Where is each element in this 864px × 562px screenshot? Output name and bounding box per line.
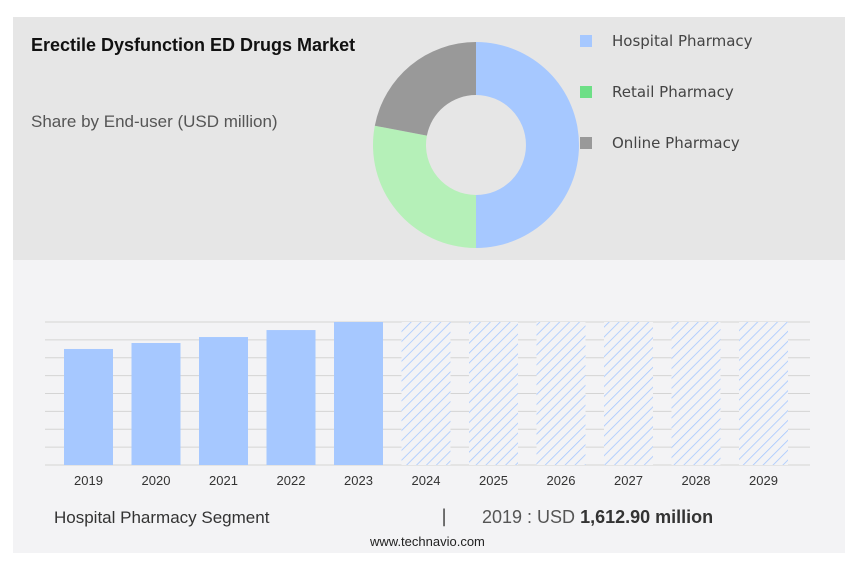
x-tick-label: 2028 xyxy=(682,473,711,488)
chart-title: Erectile Dysfunction ED Drugs Market xyxy=(31,35,356,55)
legend-swatch xyxy=(580,35,592,47)
bar-2023 xyxy=(334,322,383,465)
value-amount: 1,612.90 million xyxy=(580,507,714,527)
pie-slice-online-pharmacy xyxy=(374,42,476,136)
x-tick-label: 2027 xyxy=(614,473,643,488)
bar-forecast-2025 xyxy=(469,322,518,465)
legend-swatch xyxy=(580,137,592,149)
separator: | xyxy=(441,506,448,527)
legend-item-online: Online Pharmacy xyxy=(580,134,740,152)
x-tick-label: 2019 xyxy=(74,473,103,488)
bar-forecast-2028 xyxy=(671,322,721,465)
x-tick-label: 2020 xyxy=(142,473,171,488)
site-url: www.technavio.com xyxy=(370,534,485,549)
value-prefix: 2019 : USD xyxy=(482,507,576,527)
legend-item-hospital: Hospital Pharmacy xyxy=(580,32,753,50)
legend-item-retail: Retail Pharmacy xyxy=(580,83,734,101)
bar-forecast-2024 xyxy=(401,322,451,465)
bar-forecast-2027 xyxy=(604,322,653,465)
x-tick-label: 2025 xyxy=(479,473,508,488)
pie-slice-retail-pharmacy xyxy=(373,125,476,248)
segment-value: 2019 : USD 1,612.90 million xyxy=(482,507,713,528)
legend-label: Retail Pharmacy xyxy=(612,83,734,101)
bar-forecast-2026 xyxy=(536,322,586,465)
x-tick-label: 2024 xyxy=(412,473,441,488)
bar-2020 xyxy=(131,343,181,465)
x-tick-label: 2029 xyxy=(749,473,778,488)
legend-swatch xyxy=(580,86,592,98)
chart-subtitle: Share by End-user (USD million) xyxy=(31,112,278,131)
x-tick-label: 2023 xyxy=(344,473,373,488)
bar-forecast-2029 xyxy=(739,322,788,465)
bar-2022 xyxy=(266,330,316,465)
x-tick-label: 2026 xyxy=(547,473,576,488)
pie-slice-hospital-pharmacy xyxy=(476,42,579,248)
segment-label: Hospital Pharmacy Segment xyxy=(54,508,270,527)
legend-label: Hospital Pharmacy xyxy=(612,32,753,50)
legend-label: Online Pharmacy xyxy=(612,134,740,152)
x-tick-label: 2022 xyxy=(277,473,306,488)
bar-2021 xyxy=(199,337,248,465)
x-tick-label: 2021 xyxy=(209,473,238,488)
bar-2019 xyxy=(64,348,113,465)
